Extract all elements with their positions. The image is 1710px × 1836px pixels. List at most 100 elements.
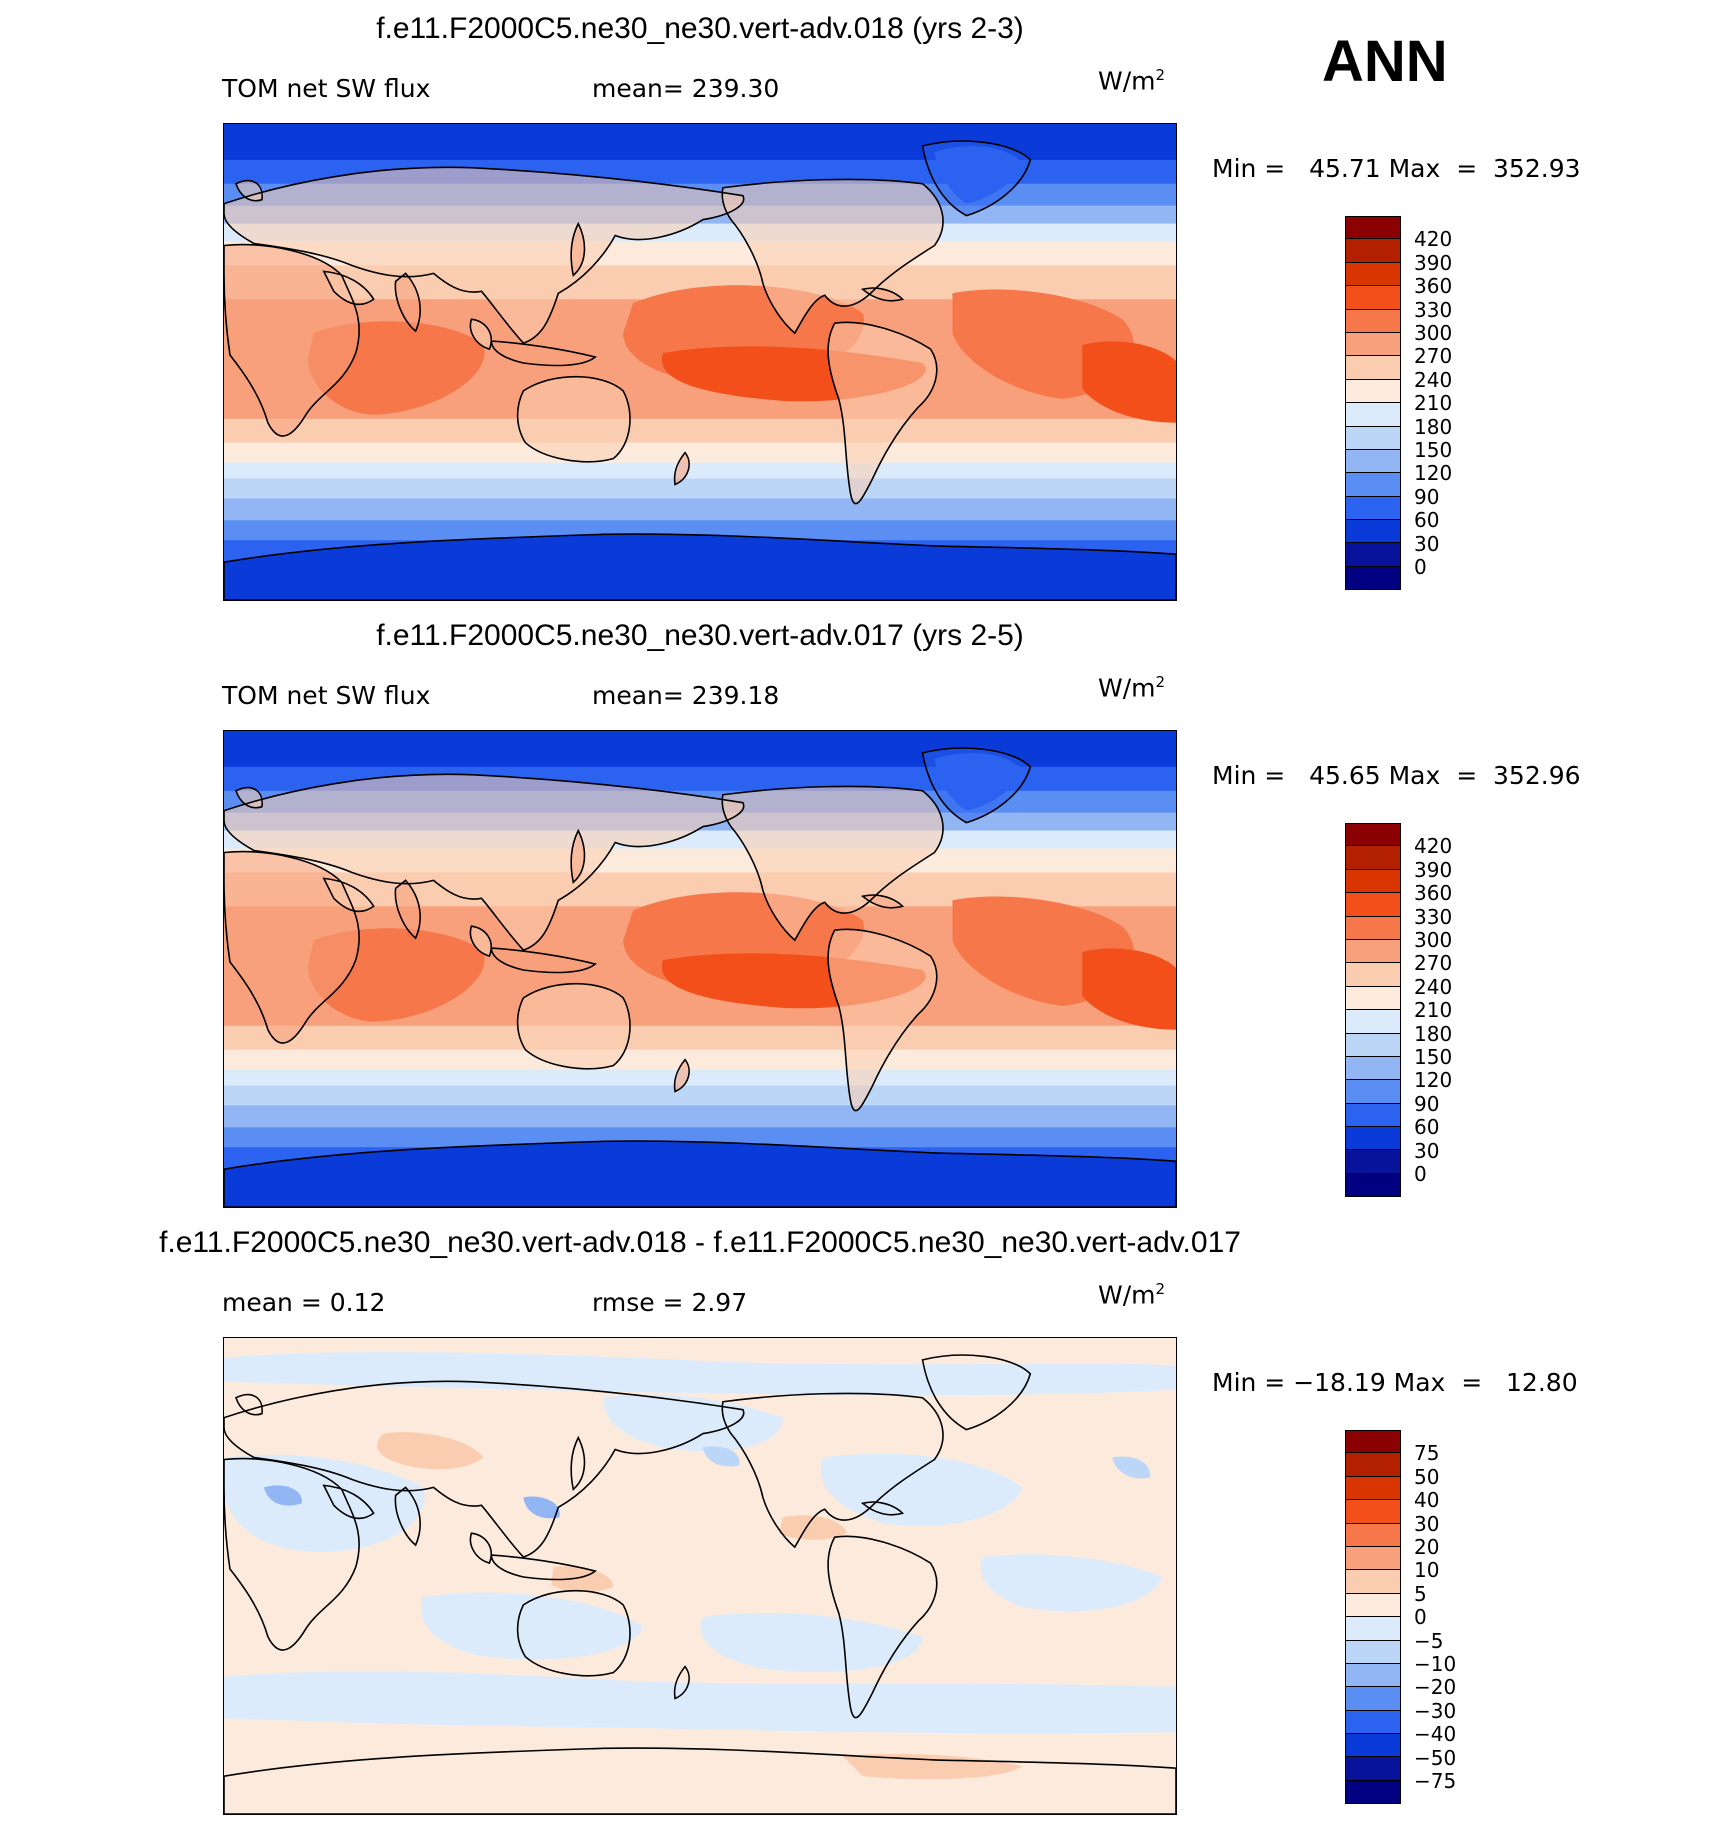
colorbar-swatch [1345,1150,1401,1174]
min-max-label: Min = 45.65 Max = 352.96 [1212,761,1581,790]
colorbar-tick-label: 120 [1414,461,1453,486]
map-panel-difference: f.e11.F2000C5.ne30_ne30.vert-adv.018 - f… [0,1214,1710,1821]
colorbar-tick-label: 5 [1414,1581,1427,1606]
colorbar-swatch [1345,332,1401,357]
colorbar-tick-label: 150 [1414,438,1453,462]
colorbar-tick-label: 90 [1414,1091,1440,1116]
units-base: W/m [1098,673,1156,703]
colorbar-swatch [1345,1010,1401,1034]
mean-label: mean = 0.12 [222,1288,386,1317]
colorbar-tick-label: 60 [1414,508,1440,533]
colorbar-swatch [1345,1546,1401,1571]
colorbar-swatch [1345,403,1401,427]
colorbar-swatch [1345,869,1401,894]
colorbar-tick-label: 300 [1414,321,1453,345]
colorbar [1345,823,1401,1198]
mean-label: mean= 239.18 [592,681,780,710]
colorbar-tick-label: 30 [1414,1138,1440,1163]
colorbar-swatch [1345,1500,1401,1524]
colorbar-tick-label: 390 [1414,250,1453,275]
variable-label: TOM net SW flux [222,74,431,103]
colorbar-tick-label: 30 [1414,531,1440,556]
map-plot [223,730,1177,1208]
colorbar-swatch [1345,379,1401,404]
colorbar-tick-label: 30 [1414,1511,1440,1536]
units-base: W/m [1098,1280,1156,1310]
colorbar-swatch [1345,823,1401,847]
colorbar-swatch [1345,1757,1401,1781]
colorbar-tick-label: 20 [1414,1535,1440,1559]
colorbar-tick-label: 180 [1414,414,1453,439]
colorbar-tick-label: 210 [1414,391,1453,416]
colorbar-tick-label: 270 [1414,951,1453,976]
colorbar-tick-label: 210 [1414,998,1453,1023]
colorbar-swatch [1345,1127,1401,1151]
colorbar-tick-label: 150 [1414,1045,1453,1069]
panel-title: f.e11.F2000C5.ne30_ne30.vert-adv.018 (yr… [376,12,1024,45]
colorbar-swatch [1345,1570,1401,1594]
colorbar-swatch [1345,1033,1401,1057]
colorbar-swatch [1345,1056,1401,1081]
colorbar-tick-label: 360 [1414,274,1453,299]
min-max-label: Min = 45.71 Max = 352.93 [1212,154,1581,183]
colorbar-swatch [1345,939,1401,964]
units-label: W/m2 [1098,673,1165,702]
colorbar-tick-label: −50 [1414,1745,1457,1770]
colorbar-swatch [1345,239,1401,263]
colorbar-tick-label: 0 [1414,1605,1427,1630]
colorbar-swatch [1345,286,1401,310]
colorbar-swatch [1345,473,1401,497]
panel-title: f.e11.F2000C5.ne30_ne30.vert-adv.017 (yr… [376,619,1024,652]
panel-title: f.e11.F2000C5.ne30_ne30.vert-adv.018 - f… [159,1226,1241,1259]
colorbar-tick-label: 0 [1414,1162,1427,1186]
colorbar-tick-label: 120 [1414,1068,1453,1093]
colorbar-tick-label: 60 [1414,1115,1440,1140]
season-label: ANN [1322,29,1448,94]
colorbar-tick-label: −10 [1414,1652,1457,1676]
colorbar-tick-label: 180 [1414,1021,1453,1046]
units-base: W/m [1098,66,1156,96]
colorbar-swatch [1345,1173,1401,1198]
colorbar-tick-label: 420 [1414,227,1453,252]
colorbar-tick-label: −75 [1414,1769,1457,1793]
colorbar-tick-label: 40 [1414,1488,1440,1513]
colorbar-swatch [1345,1080,1401,1104]
colorbar-swatch [1345,893,1401,917]
colorbar-swatch [1345,1430,1401,1454]
colorbar-tick-label: −30 [1414,1698,1457,1723]
map-panel-model-018: f.e11.F2000C5.ne30_ne30.vert-adv.018 (yr… [0,0,1710,607]
colorbar-tick-label: 240 [1414,974,1453,999]
colorbar-swatch [1345,1453,1401,1477]
colorbar-tick-label: 300 [1414,928,1453,952]
colorbar-tick-label: 50 [1414,1464,1440,1489]
colorbar-swatch [1345,262,1401,287]
colorbar-swatch [1345,1734,1401,1758]
colorbar-tick-label: 0 [1414,555,1427,579]
map-field [224,124,1176,600]
colorbar [1345,1430,1401,1805]
colorbar-swatch [1345,309,1401,333]
colorbar-swatch [1345,566,1401,591]
colorbar-swatch [1345,1103,1401,1128]
colorbar-swatch [1345,426,1401,450]
colorbar-swatch [1345,356,1401,380]
colorbar-tick-label: −40 [1414,1722,1457,1747]
map-plot [223,123,1177,601]
colorbar-tick-label: 360 [1414,881,1453,906]
colorbar-swatch [1345,1663,1401,1688]
map-panel-model-017: f.e11.F2000C5.ne30_ne30.vert-adv.017 (yr… [0,607,1710,1214]
colorbar-tick-label: 75 [1414,1441,1440,1466]
map-plot [223,1337,1177,1815]
map-field [224,731,1176,1207]
colorbar-tick-label: −5 [1414,1628,1444,1653]
units-exponent: 2 [1155,66,1166,84]
colorbar-swatch [1345,543,1401,567]
variable-label: TOM net SW flux [222,681,431,710]
colorbar-tick-label: −20 [1414,1675,1457,1700]
colorbar-swatch [1345,916,1401,940]
rmse-label: rmse = 2.97 [592,1288,748,1317]
colorbar-tick-label: 10 [1414,1558,1440,1583]
colorbar-swatch [1345,1640,1401,1664]
colorbar-swatch [1345,496,1401,521]
map-field [224,1338,1176,1814]
